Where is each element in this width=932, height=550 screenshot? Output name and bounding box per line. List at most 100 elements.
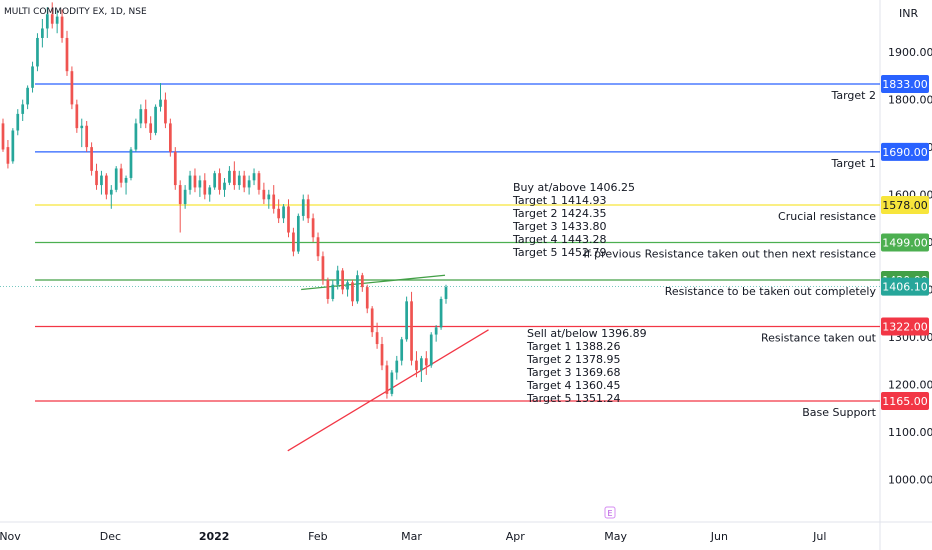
candle-14	[70, 66, 74, 110]
buy-note-line-4: Target 4 1443.28	[512, 233, 607, 246]
level-text-1: Target 1	[830, 157, 876, 170]
candle-17	[85, 121, 89, 152]
price-box-1[interactable]: 1690.00	[881, 142, 929, 161]
sell-note-line-4: Target 4 1360.45	[526, 379, 621, 392]
price-box-0[interactable]: 1833.00	[881, 74, 929, 93]
candle-51	[252, 168, 256, 186]
price-box-label-2: 1578.00	[882, 199, 928, 212]
price-box-label-5: 1322.00	[882, 320, 928, 333]
candle-21	[105, 173, 108, 200]
candle-34	[169, 118, 172, 157]
candle-89	[439, 296, 443, 330]
candle-35	[173, 147, 177, 190]
trend-line-0[interactable]	[301, 274, 446, 291]
candle-5	[26, 85, 29, 110]
y-tick-label-2: 1200.00	[888, 378, 932, 391]
candle-54	[267, 189, 271, 209]
candle-44	[218, 168, 221, 195]
candle-39	[193, 168, 197, 193]
candle-16	[80, 118, 84, 148]
candle-7	[36, 33, 39, 72]
candle-87	[429, 332, 433, 368]
price-box-5[interactable]: 1322.00	[881, 317, 929, 336]
candle-47	[232, 161, 236, 190]
candle-83	[410, 291, 413, 366]
price-box-6[interactable]: 1165.00	[881, 391, 929, 410]
candle-60	[296, 213, 300, 254]
x-tick-label-3: Feb	[308, 530, 327, 543]
candle-23	[114, 166, 118, 193]
sell-note-line-0: Sell at/below 1396.89	[527, 327, 647, 340]
candle-53	[262, 182, 266, 205]
candle-15	[75, 99, 79, 133]
candle-80	[395, 355, 399, 380]
candle-84	[415, 351, 418, 378]
x-tick-label-2: 2022	[199, 530, 230, 543]
candle-26	[129, 147, 133, 181]
candle-45	[223, 177, 226, 197]
candle-61	[301, 194, 305, 221]
candle-31	[154, 104, 157, 136]
candle-24	[119, 163, 123, 188]
candle-82	[405, 296, 408, 342]
event-marker-label: E	[607, 509, 612, 518]
candle-30	[149, 116, 153, 140]
candle-78	[385, 360, 389, 399]
candle-38	[188, 170, 192, 195]
candle-37	[183, 185, 187, 209]
level-text-6: Base Support	[802, 406, 876, 419]
candle-66	[326, 277, 330, 304]
x-tick-label-4: Mar	[401, 530, 422, 543]
candle-71	[351, 279, 354, 307]
candle-50	[247, 175, 251, 195]
x-tick-label-8: Jul	[812, 530, 826, 543]
candle-36	[178, 180, 182, 233]
candle-43	[213, 170, 217, 190]
candle-6	[31, 61, 34, 93]
candle-32	[159, 83, 162, 112]
candle-0	[1, 118, 5, 152]
candle-73	[360, 272, 364, 292]
candle-49	[242, 170, 246, 193]
x-tick-label-6: May	[604, 530, 627, 543]
candle-77	[380, 336, 384, 371]
candle-22	[109, 185, 113, 209]
candle-86	[424, 351, 428, 375]
candle-81	[400, 336, 404, 366]
price-box-label-1: 1690.00	[882, 146, 928, 159]
candle-67	[331, 279, 335, 302]
candle-4	[21, 99, 25, 122]
candle-72	[356, 270, 359, 304]
candle-48	[237, 170, 241, 190]
candle-70	[346, 279, 349, 297]
price-box-label-6: 1165.00	[882, 395, 928, 408]
y-tick-label-0: 1000.00	[888, 473, 932, 486]
candle-41	[203, 173, 207, 200]
candle-56	[277, 199, 280, 224]
y-tick-label-9: 1900.00	[888, 46, 932, 59]
candle-3	[16, 109, 20, 136]
level-text-4: Resistance to be taken out completely	[665, 285, 877, 298]
candle-12	[60, 9, 64, 43]
sell-note-line-1: Target 1 1388.26	[526, 340, 621, 353]
level-text-3: If previous Resistance taken out then ne…	[584, 247, 877, 260]
x-tick-label-5: Apr	[506, 530, 526, 543]
buy-note-line-0: Buy at/above 1406.25	[513, 181, 635, 194]
currency-label: INR	[899, 7, 918, 20]
level-text-0: Target 2	[830, 89, 876, 102]
candle-40	[198, 175, 202, 197]
price-box-3[interactable]: 1499.00	[881, 233, 929, 252]
x-tick-label-7: Jun	[710, 530, 728, 543]
candle-19	[95, 163, 98, 190]
candle-64	[316, 232, 320, 261]
candle-11	[55, 9, 59, 34]
event-marker[interactable]: E	[604, 506, 616, 519]
candle-9	[45, 7, 49, 38]
price-box-7[interactable]: 1406.10	[881, 277, 929, 296]
candle-74	[365, 284, 369, 314]
candle-75	[370, 306, 374, 337]
candle-59	[292, 227, 295, 257]
level-text-2: Crucial resistance	[778, 210, 876, 223]
candle-13	[65, 30, 69, 76]
price-box-2[interactable]: 1578.00	[881, 196, 929, 215]
